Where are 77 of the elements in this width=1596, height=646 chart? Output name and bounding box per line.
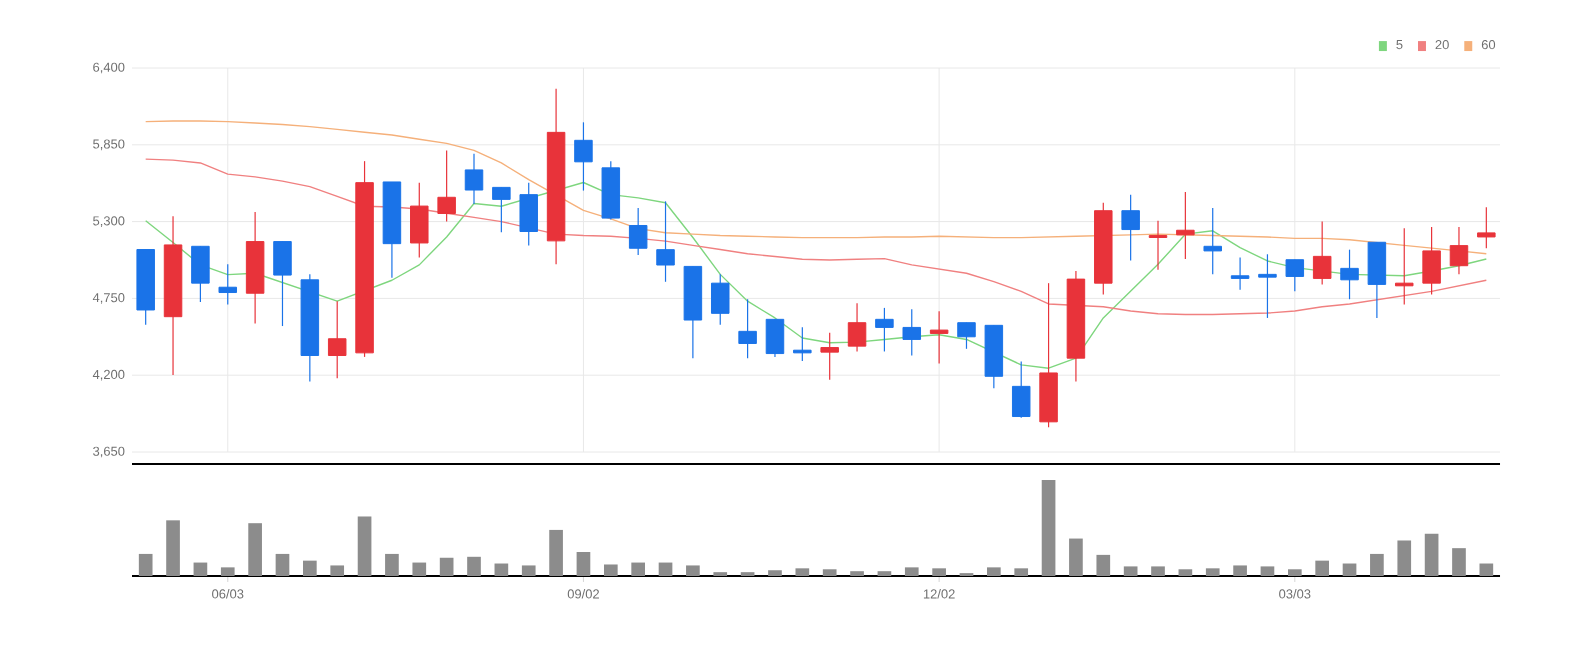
bar	[521, 565, 536, 576]
bar	[987, 567, 1001, 576]
candlestick	[1285, 259, 1305, 292]
candlestick	[1148, 220, 1168, 271]
bar	[138, 553, 153, 576]
bar	[248, 523, 262, 576]
candlestick	[628, 207, 648, 256]
candlestick	[847, 302, 867, 353]
candlestick	[1121, 194, 1140, 262]
bar	[795, 568, 810, 576]
candlestick	[765, 318, 785, 358]
bar	[467, 556, 481, 576]
candlestick	[820, 332, 839, 381]
candlestick	[1230, 257, 1250, 291]
candlestick	[273, 240, 292, 327]
candlestick	[191, 245, 210, 303]
bar	[658, 562, 673, 576]
candlestick	[1340, 249, 1359, 300]
bar	[275, 553, 290, 576]
bar	[1014, 568, 1029, 576]
candlestick	[327, 300, 347, 379]
candlestick	[929, 310, 949, 365]
candlestick	[1312, 220, 1332, 286]
bar	[1069, 538, 1083, 576]
candlestick	[1477, 206, 1496, 249]
bar	[1205, 568, 1220, 576]
bar	[1397, 540, 1412, 576]
bar	[193, 562, 208, 576]
bar	[330, 565, 345, 576]
candlestick	[437, 149, 456, 223]
candlestick	[1422, 226, 1441, 296]
candlestick	[1367, 241, 1387, 319]
bar	[1178, 569, 1193, 576]
bar	[822, 569, 837, 576]
candlestick	[410, 182, 429, 259]
bar	[1041, 480, 1056, 576]
bar	[385, 553, 399, 576]
bar	[1370, 553, 1384, 576]
bar	[1315, 560, 1330, 576]
candlestick	[738, 298, 757, 359]
candlestick	[218, 263, 238, 306]
bar	[904, 567, 919, 576]
candlestick	[1011, 360, 1031, 419]
bar	[412, 562, 427, 576]
candlestick	[793, 326, 812, 362]
bar	[357, 516, 372, 576]
candlestick	[875, 307, 894, 353]
candlestick	[1258, 253, 1277, 319]
bar	[603, 564, 618, 576]
bar	[549, 529, 563, 576]
bar	[686, 565, 700, 576]
candlestick	[1203, 207, 1222, 275]
bar	[1233, 565, 1247, 576]
candlestick	[519, 182, 538, 247]
candlestick	[492, 186, 511, 233]
bar	[1342, 563, 1357, 576]
candlestick	[710, 273, 730, 326]
bar	[1452, 548, 1466, 576]
candlestick	[656, 200, 675, 283]
bar	[303, 560, 317, 576]
bar	[166, 520, 180, 576]
bar	[1096, 554, 1111, 576]
bar	[1479, 563, 1494, 576]
bar	[494, 563, 509, 576]
bar	[1123, 566, 1138, 576]
bar	[768, 570, 782, 576]
bar	[1151, 566, 1165, 576]
bar	[1260, 566, 1275, 576]
bar	[631, 562, 646, 576]
candlestick	[957, 322, 976, 350]
bar	[1424, 533, 1439, 576]
candlestick	[574, 121, 593, 192]
candlestick	[464, 153, 484, 205]
candlestick	[1449, 226, 1469, 275]
bar	[439, 557, 454, 576]
candlestick	[902, 308, 922, 357]
candlestick	[1176, 191, 1195, 260]
